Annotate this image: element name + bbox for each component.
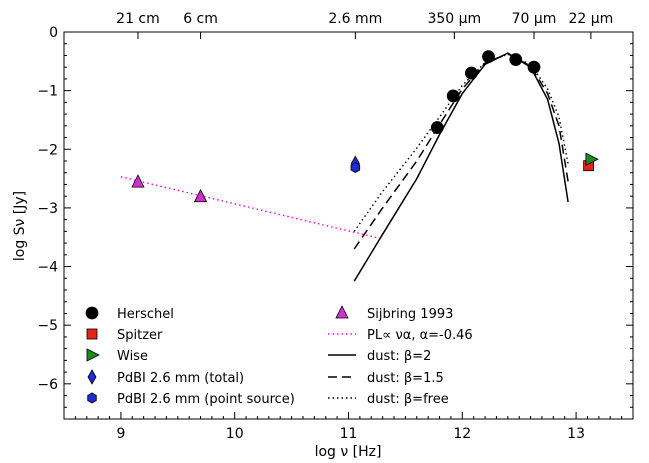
legend-label: dust: β=free bbox=[367, 392, 449, 407]
legend: Herschel Spitzer Wise PdBI 2.6 mm (total) Pd… bbox=[85, 305, 473, 407]
data-point bbox=[465, 66, 478, 80]
model-line bbox=[120, 176, 383, 240]
legend-marker bbox=[87, 392, 97, 404]
x-tick-label: 9 bbox=[116, 426, 125, 442]
data-point bbox=[350, 162, 361, 173]
legend-label: PdBI 2.6 mm (total) bbox=[117, 371, 244, 386]
x-tick-label: 12 bbox=[453, 426, 471, 442]
legend-label: dust: β=2 bbox=[367, 349, 431, 364]
data-point bbox=[585, 152, 599, 166]
legend-marker bbox=[335, 305, 349, 319]
data-point bbox=[131, 174, 145, 188]
data-points bbox=[131, 50, 599, 203]
top-axis-label: 2.6 mm bbox=[328, 11, 382, 27]
x-tick-label: 11 bbox=[340, 426, 358, 442]
y-tick-label: −1 bbox=[37, 84, 58, 100]
y-tick-label: −3 bbox=[37, 201, 58, 217]
top-axis-label: 70 μm bbox=[512, 11, 557, 27]
legend-label: PL∝ να, α=-0.46 bbox=[367, 328, 473, 343]
legend-label: Sijbring 1993 bbox=[367, 307, 453, 322]
y-axis-title: log Sν [Jy] bbox=[12, 191, 28, 261]
y-tick-label: 0 bbox=[49, 25, 58, 41]
data-point bbox=[430, 121, 444, 134]
y-tick-label: −5 bbox=[37, 318, 58, 334]
data-point bbox=[509, 53, 523, 66]
legend-marker bbox=[87, 369, 97, 385]
legend-label: Herschel bbox=[117, 307, 174, 322]
top-axis-label: 6 cm bbox=[183, 11, 218, 27]
model-line bbox=[353, 53, 569, 232]
model-lines bbox=[120, 52, 569, 282]
data-point bbox=[446, 89, 460, 103]
data-point bbox=[527, 60, 541, 74]
top-axis-label: 22 μm bbox=[568, 11, 613, 27]
legend-marker bbox=[86, 348, 100, 362]
legend-label: PdBI 2.6 mm (point source) bbox=[117, 392, 295, 407]
x-tick-label: 10 bbox=[226, 426, 244, 442]
y-tick-label: −6 bbox=[37, 377, 58, 393]
axis-ticks: 9 10 11 12 13 0 −1 −2 −3 −4 −5 −6 21 cm 6 cm 2.6 mm 350… bbox=[37, 11, 634, 442]
x-tick-label: 13 bbox=[567, 426, 585, 442]
legend-marker bbox=[86, 328, 98, 340]
x-axis-title: log ν [Hz] bbox=[315, 444, 382, 460]
top-axis-label: 21 cm bbox=[116, 11, 160, 27]
legend-label: dust: β=1.5 bbox=[367, 371, 444, 386]
model-line bbox=[353, 52, 569, 282]
data-point bbox=[482, 50, 495, 64]
y-tick-label: −2 bbox=[37, 142, 58, 158]
model-line bbox=[353, 52, 569, 250]
legend-label: Wise bbox=[117, 349, 148, 364]
plot-frame bbox=[63, 31, 634, 420]
y-tick-label: −4 bbox=[37, 260, 58, 276]
top-axis-label: 350 μm bbox=[427, 11, 481, 27]
data-point bbox=[193, 188, 208, 203]
legend-label: Spitzer bbox=[117, 328, 163, 343]
legend-marker bbox=[85, 306, 99, 320]
